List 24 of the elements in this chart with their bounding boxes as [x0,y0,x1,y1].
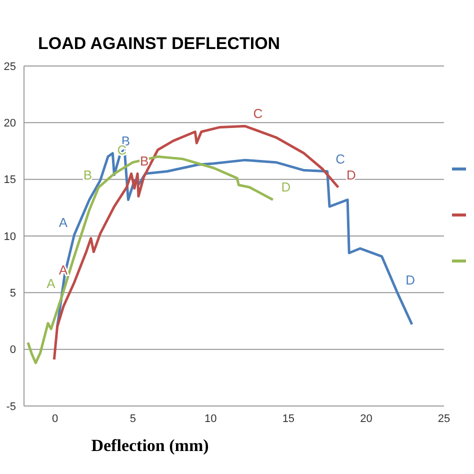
data-label: C [253,106,263,122]
x-tick-label: 0 [52,412,58,425]
y-tick-label: 5 [10,288,16,300]
data-label: B [83,167,92,182]
chart-title: LOAD AGAINST DEFLECTION [38,34,280,54]
x-tick-label: 5 [130,412,136,425]
y-tick-label: 20 [4,118,16,130]
y-tick-label: 10 [4,230,16,243]
line-series [26,155,274,364]
y-tick-label: 15 [4,174,16,186]
x-tick-label: 20 [360,412,372,425]
data-label: D [406,272,416,288]
data-label: A [46,276,56,292]
y-tick-label: -5 [6,400,16,413]
x-tick-label: 15 [282,412,295,425]
data-label: D [346,167,356,182]
data-label: D [281,180,291,195]
x-tick-label: 25 [438,412,450,425]
data-label: A [58,214,68,230]
y-tick-label: 25 [4,60,16,73]
x-axis-title: Deflection (mm) [90,436,210,456]
x-tick-label: 10 [204,412,217,425]
y-tick-label: 0 [10,344,16,356]
data-label: C [336,151,346,166]
